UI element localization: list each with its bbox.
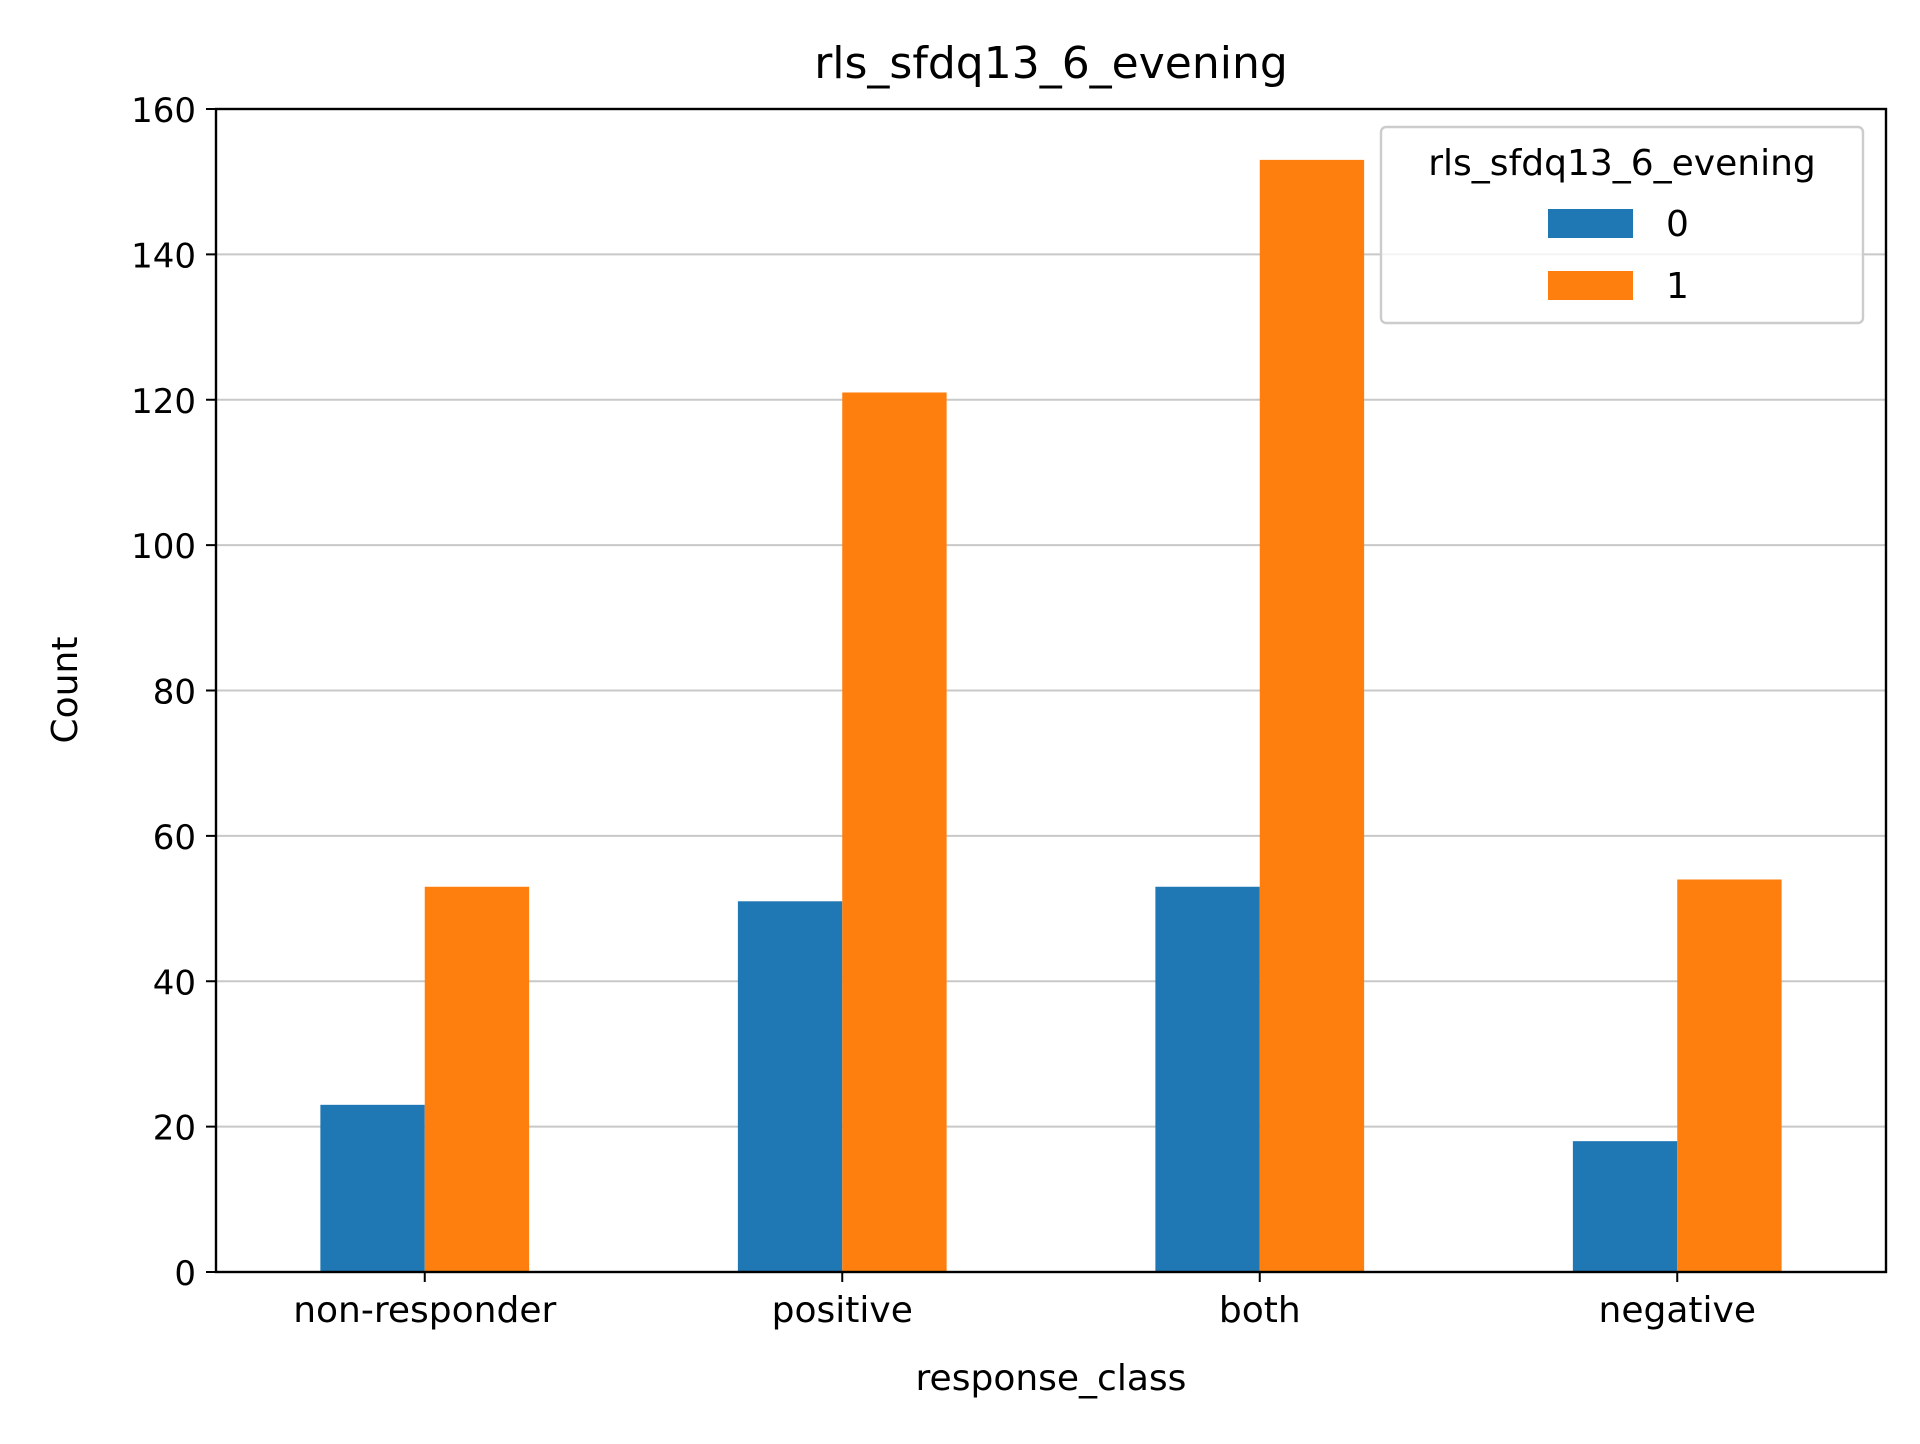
y-tick-label: 140 — [131, 236, 196, 276]
bar-both-series-1 — [1259, 159, 1365, 1273]
bar-positive-series-1 — [842, 392, 947, 1272]
x-tick-label: non-responder — [293, 1290, 556, 1331]
y-tick-label: 40 — [153, 963, 196, 1003]
legend: rls_sfdq13_6_evening 0 1 — [1379, 125, 1865, 325]
y-tick-label: 120 — [131, 382, 196, 422]
y-axis: 0 20 40 60 80 100 120 140 160 — [131, 91, 216, 1294]
bar-non-responder-series-1 — [424, 886, 530, 1272]
bar-negative-series-0 — [1572, 1141, 1678, 1272]
bar-non-responder-series-0 — [320, 1104, 425, 1272]
x-tick-label: positive — [772, 1290, 913, 1331]
y-tick-label: 100 — [131, 527, 196, 567]
y-tick-label: 160 — [131, 91, 196, 131]
x-axis: non-responder positive both negative — [293, 1272, 1756, 1331]
legend-swatch-0 — [1548, 209, 1633, 238]
y-tick-label: 80 — [153, 673, 196, 713]
chart-title: rls_sfdq13_6_evening — [814, 38, 1288, 89]
legend-label-0: 0 — [1666, 204, 1689, 245]
x-tick-label: both — [1219, 1290, 1301, 1331]
y-tick-label: 0 — [174, 1254, 196, 1294]
legend-title: rls_sfdq13_6_evening — [1428, 143, 1816, 184]
bar-negative-series-1 — [1677, 879, 1782, 1272]
x-axis-label: response_class — [916, 1358, 1187, 1399]
bar-both-series-0 — [1155, 886, 1260, 1272]
y-tick-label: 20 — [153, 1109, 196, 1149]
bars — [320, 159, 1782, 1273]
legend-label-1: 1 — [1666, 266, 1689, 307]
y-axis-label: Count — [45, 637, 86, 744]
y-tick-label: 60 — [153, 818, 196, 858]
legend-swatch-1 — [1548, 271, 1633, 300]
bar-positive-series-0 — [737, 901, 843, 1272]
x-tick-label: negative — [1599, 1290, 1756, 1331]
